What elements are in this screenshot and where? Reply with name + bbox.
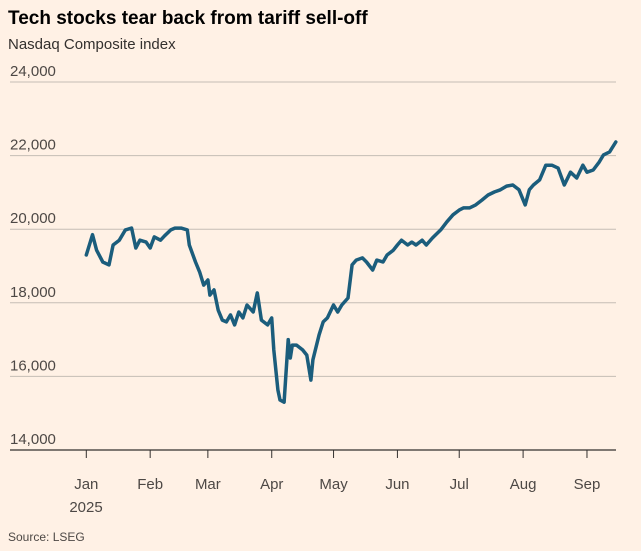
- chart-subtitle: Nasdaq Composite index: [8, 36, 176, 53]
- x-tick-label: Jul: [450, 476, 469, 493]
- x-tick-label: Feb: [137, 476, 163, 493]
- x-tick-label: May: [319, 476, 348, 493]
- y-tick-label: 16,000: [10, 357, 56, 374]
- x-tick-label: Jan: [74, 476, 98, 493]
- x-tick-label: Apr: [260, 476, 283, 493]
- x-tick-label: Jun: [385, 476, 409, 493]
- y-tick-label: 14,000: [10, 431, 56, 448]
- x-tick-label: Mar: [195, 476, 221, 493]
- data-line: [84, 140, 618, 404]
- x-tick-label: Sep: [574, 476, 601, 493]
- y-tick-label: 22,000: [10, 137, 56, 154]
- y-tick-label: 18,000: [10, 284, 56, 301]
- source: Source: LSEG: [8, 530, 85, 544]
- year-label: 2025: [69, 499, 102, 516]
- x-tick-label: Aug: [510, 476, 537, 493]
- chart-title: Tech stocks tear back from tariff sell-o…: [8, 8, 368, 29]
- y-tick-label: 20,000: [10, 210, 56, 227]
- y-tick-label: 24,000: [10, 63, 56, 80]
